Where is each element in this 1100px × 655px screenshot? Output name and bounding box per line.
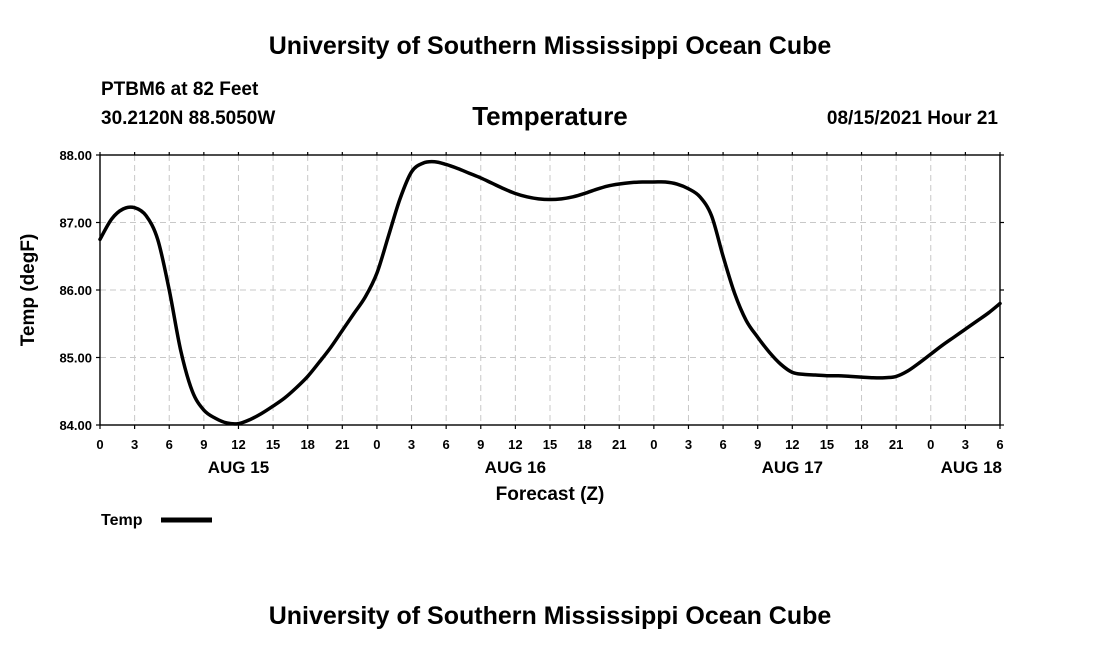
date-label: AUG 17 — [762, 458, 823, 477]
x-tick-label: 9 — [200, 437, 207, 452]
x-tick-label: 18 — [577, 437, 591, 452]
x-tick-label: 15 — [820, 437, 834, 452]
x-axis-ticks: 0 3 6 9 12 15 18 21 0 3 6 9 12 15 18 21 0 3 6 9 12 15 18 21 0 3 6 — [96, 152, 1004, 452]
grid-layer — [100, 155, 1000, 425]
x-tick-label: 0 — [927, 437, 934, 452]
chart-title: Temperature — [472, 101, 628, 131]
date-labels: AUG 15 AUG 16 AUG 17 AUG 18 — [208, 458, 1002, 477]
x-tick-label: 0 — [96, 437, 103, 452]
legend-label: Temp — [101, 512, 143, 529]
x-axis-label: Forecast (Z) — [496, 484, 605, 505]
x-tick-label: 6 — [443, 437, 450, 452]
x-tick-label: 21 — [889, 437, 903, 452]
x-tick-label: 6 — [166, 437, 173, 452]
x-tick-label: 18 — [854, 437, 868, 452]
series-line-temp — [98, 159, 1002, 426]
station-label: PTBM6 at 82 Feet — [101, 79, 259, 100]
x-tick-label: 3 — [962, 437, 969, 452]
x-tick-label: 3 — [408, 437, 415, 452]
x-tick-label: 3 — [131, 437, 138, 452]
x-tick-label: 12 — [231, 437, 245, 452]
x-tick-label: 18 — [300, 437, 314, 452]
x-tick-label: 12 — [785, 437, 799, 452]
y-tick-label: 84.00 — [59, 418, 92, 433]
x-tick-label: 9 — [477, 437, 484, 452]
x-tick-label: 0 — [650, 437, 657, 452]
x-tick-label: 21 — [335, 437, 349, 452]
datetime-label: 08/15/2021 Hour 21 — [827, 108, 999, 129]
x-tick-label: 15 — [266, 437, 280, 452]
x-tick-label: 21 — [612, 437, 626, 452]
x-tick-label: 12 — [508, 437, 522, 452]
x-tick-label: 6 — [996, 437, 1003, 452]
y-tick-label: 87.00 — [59, 216, 92, 231]
legend: Temp — [101, 512, 212, 529]
x-tick-label: 0 — [373, 437, 380, 452]
top-title: University of Southern Mississippi Ocean… — [269, 32, 832, 60]
series-layer — [98, 159, 1002, 426]
x-tick-label: 9 — [754, 437, 761, 452]
y-tick-label: 85.00 — [59, 351, 92, 366]
bottom-title: University of Southern Mississippi Ocean… — [269, 602, 832, 630]
coordinates-label: 30.2120N 88.5050W — [101, 108, 275, 129]
date-label: AUG 18 — [941, 458, 1002, 477]
date-label: AUG 16 — [485, 458, 546, 477]
y-axis-label: Temp (degF) — [18, 234, 39, 347]
x-tick-label: 6 — [719, 437, 726, 452]
x-tick-label: 3 — [685, 437, 692, 452]
x-tick-label: 15 — [543, 437, 557, 452]
date-label: AUG 15 — [208, 458, 269, 477]
y-axis-ticks: 84.00 85.00 86.00 87.00 88.00 — [59, 148, 1004, 433]
y-tick-label: 86.00 — [59, 283, 92, 298]
y-tick-label: 88.00 — [59, 148, 92, 163]
